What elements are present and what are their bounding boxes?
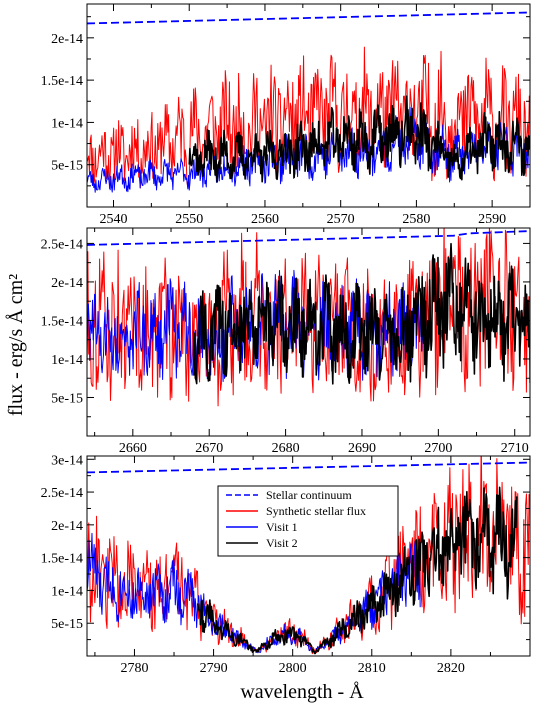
legend-box <box>217 485 399 557</box>
y-tick-label: 1.5e-14 <box>41 74 83 89</box>
series-stellar-continuum <box>87 230 530 246</box>
x-tick-label: 2670 <box>195 441 223 456</box>
y-tick-label: 2e-14 <box>51 32 83 47</box>
y-tick-label: 3e-14 <box>51 453 83 468</box>
x-axis-title: wavelength - Å <box>240 681 364 703</box>
y-tick-label: 1e-14 <box>51 116 83 131</box>
legend-label: Visit 1 <box>266 520 298 534</box>
legend: Stellar continuum Synthetic stellar flux V… <box>217 485 399 557</box>
chart-panel-2: 2660 2670 2680 2690 2700 2710 5e-15 1e-14 1.5e-1… <box>41 227 531 456</box>
y-tick-label: 1e-14 <box>51 584 83 599</box>
legend-label: Stellar continuum <box>266 488 352 502</box>
series-visit-2 <box>193 242 530 385</box>
legend-label: Synthetic stellar flux <box>266 504 366 518</box>
plot-area-1 <box>87 11 530 193</box>
chart-panel-3: 2780 2790 2800 2810 2820 5e-15 1e-14 1.5e-14 2e-… <box>41 453 531 676</box>
x-tick-label: 2660 <box>119 441 147 456</box>
x-tick-label: 2820 <box>437 661 465 676</box>
panel-frame-2 <box>86 227 531 437</box>
x-tick-label: 2780 <box>120 661 148 676</box>
y-tick-label: 5e-15 <box>51 617 83 632</box>
y-tick-label: 2e-14 <box>51 276 83 291</box>
y-tick-label: 2.5e-14 <box>41 486 83 501</box>
y-tick-label: 5e-15 <box>51 391 83 406</box>
panels-group: 2540 2550 2560 2570 2580 2590 5e-15 1e-14 1.5e-1… <box>41 3 531 676</box>
y-tick-label: 1e-14 <box>51 353 83 368</box>
series-synthetic-stellar-flux <box>87 46 530 189</box>
x-tick-label: 2580 <box>402 212 430 227</box>
legend-label: Visit 2 <box>266 536 298 550</box>
x-tick-label: 2690 <box>348 441 376 456</box>
y-axis-title: flux - erg/s Å cm² <box>5 274 27 416</box>
x-tick-label: 2700 <box>424 441 452 456</box>
plot-area-2 <box>87 228 530 407</box>
x-tick-label: 2710 <box>501 441 529 456</box>
x-tick-label: 2800 <box>279 661 307 676</box>
y-tick-label: 1.5e-14 <box>41 314 83 329</box>
plot-area-3 <box>87 456 530 655</box>
x-tick-label: 2590 <box>478 212 506 227</box>
series-stellar-continuum <box>87 11 530 25</box>
x-tick-label: 2560 <box>251 212 279 227</box>
y-tick-label: 5e-15 <box>51 159 83 174</box>
y-tick-label: 2e-14 <box>51 519 83 534</box>
panel-frame-1 <box>86 3 531 208</box>
x-tick-label: 2540 <box>100 212 128 227</box>
y-tick-label: 2.5e-14 <box>41 237 83 252</box>
chart-panel-1: 2540 2550 2560 2570 2580 2590 5e-15 1e-14 1.5e-1… <box>41 3 531 227</box>
series-stellar-continuum <box>87 461 530 474</box>
x-tick-label: 2810 <box>358 661 386 676</box>
x-tick-label: 2570 <box>327 212 355 227</box>
series-visit-2 <box>196 486 518 655</box>
panel-frame-3 <box>86 455 531 657</box>
y-tick-label: 1.5e-14 <box>41 552 83 567</box>
x-tick-label: 2550 <box>175 212 203 227</box>
series-visit-2 <box>188 95 530 183</box>
x-tick-label: 2790 <box>200 661 228 676</box>
x-tick-label: 2680 <box>272 441 300 456</box>
